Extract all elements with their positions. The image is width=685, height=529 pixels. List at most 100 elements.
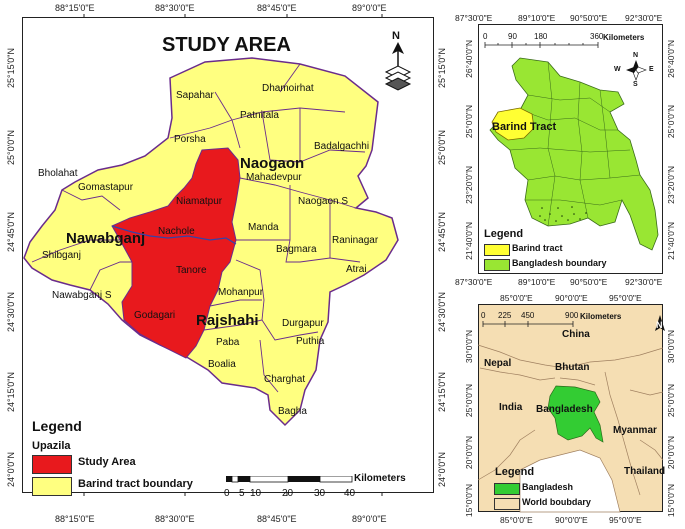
region-scale-tick: 0	[481, 311, 486, 320]
main-bottom-coord-2: 88°30'0"E	[155, 514, 195, 524]
main-scale-tick: 20	[282, 488, 294, 499]
region-scale-tick: 900	[565, 311, 579, 320]
main-scale-tick: 0	[224, 488, 230, 499]
main-scale-tick: 40	[344, 488, 356, 499]
study-area-region[interactable]	[111, 147, 241, 359]
legend-swatch-barind	[32, 477, 72, 496]
main-north-label: N	[392, 30, 400, 42]
bay-of-bengal	[519, 449, 621, 513]
bd-scale-tick: 180	[534, 32, 548, 41]
main-bottom-coord-3: 88°45'0"E	[257, 514, 297, 524]
bd-scale-bar	[484, 42, 599, 48]
country-label-china: China	[562, 329, 590, 340]
main-scale-tick: 5	[239, 488, 245, 499]
region-bottom-coord: 95°0'0"E	[609, 515, 642, 525]
main-top-coord-1: 88°15'0"E	[55, 3, 95, 13]
upazila-label: Shibganj	[42, 250, 81, 261]
upazila-label: Manda	[248, 222, 279, 233]
bd-legend-title: Legend	[484, 228, 524, 240]
upazila-label: Godagari	[134, 310, 176, 321]
bd-top-coord: 87°30'0"E	[455, 13, 493, 23]
country-label-india: India	[499, 402, 523, 413]
region-bottom-coord: 85°0'0"E	[500, 515, 533, 525]
region-scale-unit: Kilometers	[580, 312, 622, 321]
main-bottom-coord-4: 89°0'0"E	[352, 514, 387, 524]
region-scale-tick: 225	[498, 311, 512, 320]
district-label-rajshahi: Rajshahi	[196, 312, 259, 329]
main-scale-tick: 10	[250, 488, 262, 499]
district-label-nawabganj: Nawabganj	[66, 230, 146, 247]
sundarbans-texture	[539, 206, 587, 222]
main-top-coord-2: 88°30'0"E	[155, 3, 195, 13]
upazila-label: Niamatpur	[176, 196, 223, 207]
compass-rose-icon	[626, 60, 647, 81]
bd-scale-tick: 90	[508, 32, 517, 41]
country-label-nepal: Nepal	[484, 358, 512, 369]
district-label-naogaon: Naogaon	[240, 155, 305, 172]
bd-bottom-coord: 89°10'0"E	[518, 277, 556, 287]
bd-top-coord: 90°50'0"E	[570, 13, 608, 23]
upazila-label: Mahadevpur	[246, 172, 302, 183]
upazila-label: Sapahar	[176, 90, 214, 101]
region-legend-swatch-world	[494, 498, 520, 510]
legend-label-study-area: Study Area	[78, 456, 136, 468]
river-line	[111, 225, 237, 245]
region-north-arrow-icon	[655, 315, 665, 331]
upazila-label: Boalia	[208, 359, 236, 370]
upazila-label: Naogaon S	[298, 196, 349, 207]
north-arrow-icon	[384, 42, 412, 91]
bd-legend-swatch-boundary	[484, 259, 510, 271]
legend-swatch-study-area	[32, 455, 72, 474]
upazila-label: Tanore	[176, 265, 207, 276]
upazila-label: Mohanpur	[218, 287, 264, 298]
country-label-myanmar: Myanmar	[613, 425, 657, 436]
bd-legend-swatch-barind	[484, 244, 510, 256]
region-north-label: N	[656, 320, 663, 330]
upazila-boundaries	[31, 63, 366, 393]
upazila-label: Porsha	[174, 134, 206, 145]
country-label-bhutan: Bhutan	[555, 362, 590, 373]
main-bottom-coord-1: 88°15'0"E	[55, 514, 95, 524]
upazila-label: Puthia	[296, 336, 325, 347]
region-legend-label-bangladesh: Bangladesh	[522, 482, 574, 492]
bd-top-coord: 92°30'0"E	[625, 13, 663, 23]
region-top-coord: 90°0'0"E	[555, 293, 588, 303]
main-top-coord-3: 88°45'0"E	[257, 3, 297, 13]
main-scale-unit: Kilometers	[354, 473, 406, 484]
legend-label-barind: Barind tract boundary	[78, 478, 193, 490]
main-legend-subtitle: Upazila	[32, 440, 71, 452]
main-scale-bar	[226, 476, 353, 483]
bd-compass-e: E	[649, 66, 654, 73]
bd-bottom-coord: 92°30'0"E	[625, 277, 663, 287]
region-bottom-coord: 90°0'0"E	[555, 515, 588, 525]
bd-compass-w: W	[614, 66, 621, 73]
main-scale-tick: 30	[314, 488, 326, 499]
region-legend-title: Legend	[495, 466, 535, 478]
region-legend-swatch-bangladesh	[494, 483, 520, 495]
country-borders	[477, 344, 664, 496]
main-top-coord-4: 89°0'0"E	[352, 3, 387, 13]
bd-compass-n: N	[633, 52, 639, 59]
bd-barind-highlight	[491, 107, 535, 141]
upazila-label: Bagha	[278, 406, 307, 417]
bd-barind-label: Barind Tract	[492, 121, 557, 133]
upazila-label: Nachole	[158, 226, 195, 237]
bd-scale-tick: 0	[483, 32, 488, 41]
region-scale-tick: 450	[521, 311, 535, 320]
upazila-label: Raninagar	[332, 235, 379, 246]
region-legend-label-world: World boubdary	[522, 497, 591, 507]
upazila-label: Atrai	[346, 264, 367, 275]
bd-legend-label-boundary: Bangladesh boundary	[512, 258, 607, 268]
upazila-label: Charghat	[264, 374, 306, 385]
upazila-label: Durgapur	[282, 318, 324, 329]
upazila-label: Bagmara	[276, 244, 317, 255]
region-top-coord: 95°0'0"E	[609, 293, 642, 303]
upazila-label: Gomastapur	[78, 182, 134, 193]
upazila-label: Badalgachhi	[314, 141, 370, 152]
upazila-label: Nawabganj S	[52, 290, 112, 301]
country-label-bangladesh: Bangladesh	[536, 404, 593, 415]
